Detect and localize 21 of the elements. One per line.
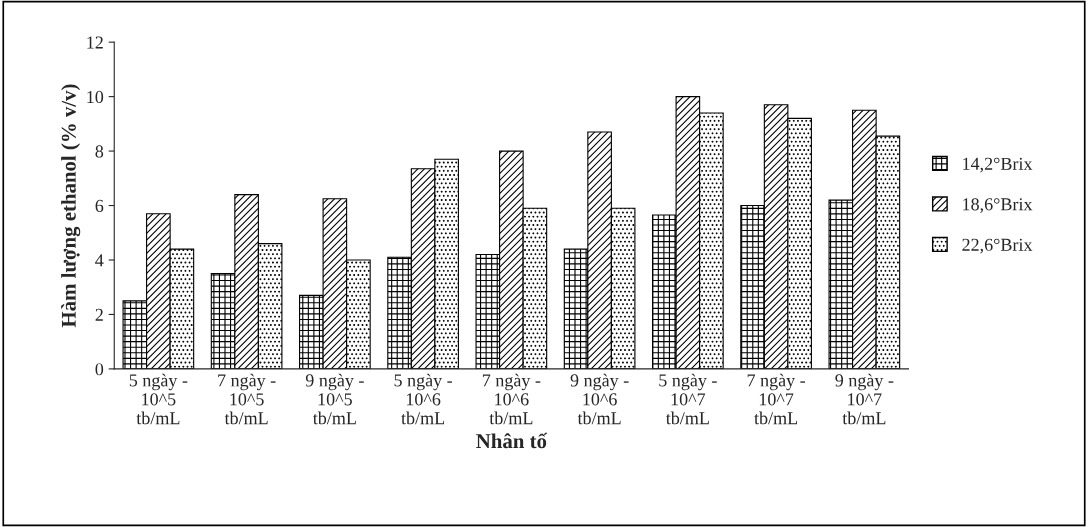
y-tick-label: 2	[95, 308, 103, 321]
x-tick-label: 7 ngày - 10^6 tb/mL	[482, 373, 541, 425]
y-tick-label: 4	[95, 254, 104, 267]
x-tick-label: 5 ngày - 10^5 tb/mL	[129, 373, 188, 425]
y-tick-label: 8	[95, 145, 104, 158]
y-tick-label: 0	[95, 363, 104, 376]
legend-label: 14,2°Brix	[963, 157, 1033, 173]
legend-label: 22,6°Brix	[962, 238, 1033, 254]
y-tick-label: 6	[95, 199, 104, 212]
x-tick-label: 9 ngày - 10^5 tb/mL	[305, 373, 364, 425]
y-tick-label: 10	[87, 90, 104, 104]
x-tick-label: 5 ngày - 10^6 tb/mL	[394, 373, 453, 425]
x-tick-label: 9 ngày - 10^6 tb/mL	[570, 373, 629, 425]
x-tick-label: 7 ngày - 10^7 tb/mL	[747, 373, 806, 425]
x-tick-label: 9 ngày - 10^7 tb/mL	[835, 373, 894, 425]
y-axis-title: Hàm lượng ethanol (% v/v)	[61, 84, 81, 328]
x-axis-title: Nhân tố	[476, 432, 548, 449]
x-tick-label: 7 ngày - 10^5 tb/mL	[218, 373, 276, 425]
legend-label: 18,6°Brix	[963, 198, 1033, 213]
x-tick-label: 5 ngày - 10^7 tb/mL	[659, 373, 717, 425]
y-tick-label: 12	[87, 36, 103, 49]
